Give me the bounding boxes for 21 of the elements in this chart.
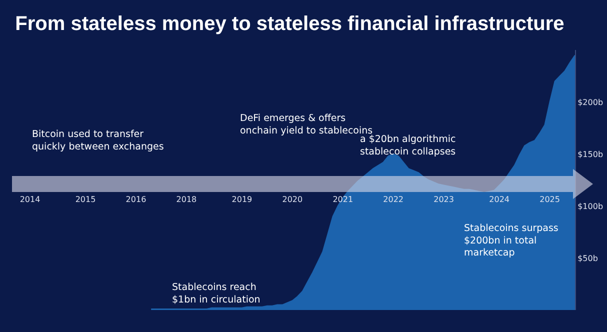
chart-title: From stateless money to stateless financial infrastructure: [15, 13, 564, 36]
annotation: Bitcoin used to transfer quickly between exchanges: [32, 129, 164, 152]
y-tick-label: $50b: [578, 254, 598, 263]
annotation: a $20bn algorithmic stablecoin collapses: [360, 134, 456, 158]
annotation: DeFi emerges & offers onchain yield to stablecoins: [240, 113, 373, 136]
x-tick-label: 2014: [20, 195, 40, 204]
x-tick-label: 2018: [176, 195, 197, 204]
x-tick-label: 2025: [540, 195, 560, 204]
x-tick-label: 2023: [434, 195, 454, 204]
y-tick-label: $100b: [578, 202, 604, 211]
y-tick-label: $200b: [578, 98, 604, 107]
x-tick-label: 2015: [75, 195, 96, 204]
y-tick-label: $150b: [578, 150, 604, 159]
x-tick-label: 2024: [489, 195, 510, 204]
x-tick-label: 2016: [126, 195, 146, 204]
x-tick-label: 2020: [282, 195, 303, 204]
x-tick-label: 2021: [332, 195, 354, 204]
annotation: Stablecoins surpass $200bn in total marketcap: [464, 223, 558, 259]
x-tick-label: 2019: [232, 195, 252, 204]
x-tick-label: 2022: [383, 195, 404, 204]
annotation: Stablecoins reach $1bn in circulation: [172, 282, 260, 306]
